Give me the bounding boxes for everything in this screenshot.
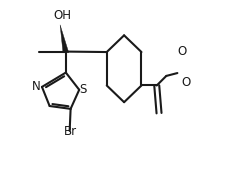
Text: O: O (178, 45, 187, 58)
Polygon shape (60, 25, 69, 53)
Text: S: S (79, 83, 86, 96)
Text: N: N (32, 80, 41, 93)
Text: OH: OH (53, 9, 71, 22)
Text: Br: Br (64, 125, 77, 138)
Text: O: O (182, 76, 191, 89)
